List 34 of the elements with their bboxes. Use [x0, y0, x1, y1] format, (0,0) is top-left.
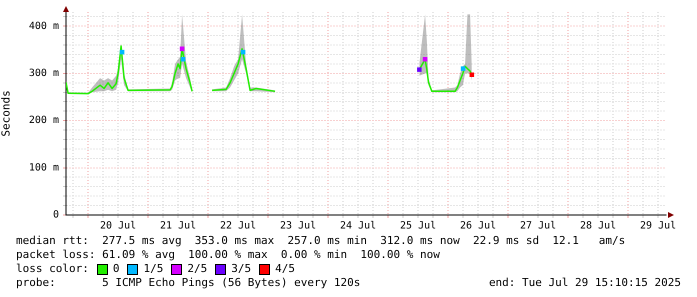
x-tick-label: 25 Jul — [400, 220, 436, 232]
y-tick-label: 200 m — [28, 115, 59, 126]
y-tick-label: 100 m — [28, 162, 59, 174]
text: packet loss: 61.09 % avg 100.00 % max 0.00 % min 100.00 % now — [16, 248, 441, 262]
legend-label: 3/5 — [231, 262, 252, 276]
legend-title: loss color: — [16, 262, 89, 276]
legend-label: 4/5 — [275, 262, 295, 276]
legend-label: 1/5 — [143, 262, 164, 276]
legend-label: 2/5 — [187, 262, 208, 276]
text: end: Tue Jul 29 15:10:15 2025 — [488, 276, 681, 290]
x-tick-label: 24 Jul — [340, 220, 376, 232]
x-tick-label: 29 Jul — [640, 220, 676, 232]
x-tick-label: 21 Jul — [160, 220, 196, 232]
x-tick-label: 27 Jul — [520, 220, 556, 232]
y-tick-label: 400 m — [28, 20, 59, 32]
point — [422, 56, 428, 62]
y-axis-title: Seconds — [0, 90, 12, 137]
x-tick-label: 20 Jul — [100, 220, 136, 232]
legend-label: 0 — [112, 262, 120, 276]
point — [180, 56, 186, 62]
x-tick-label: 26 Jul — [460, 220, 496, 232]
point — [460, 66, 466, 71]
x-tick-label: 28 Jul — [580, 220, 616, 232]
point — [180, 46, 184, 52]
point — [417, 67, 422, 72]
point — [470, 72, 474, 78]
text: median rtt: 277.5 ms avg 353.0 ms max 257.0 ms min 312.0 ms now 22.9 ms sd 12.1 am/s — [16, 234, 626, 248]
x-tick-label: 23 Jul — [280, 220, 316, 232]
text: probe: 5 ICMP Echo Pings (56 Bytes) every 120s — [16, 276, 360, 290]
x-tick-label: 22 Jul — [220, 220, 256, 232]
y-tick-label: 300 m — [28, 68, 59, 79]
point — [240, 50, 246, 54]
point — [120, 50, 124, 54]
y-tick-label: 0 — [52, 210, 59, 221]
